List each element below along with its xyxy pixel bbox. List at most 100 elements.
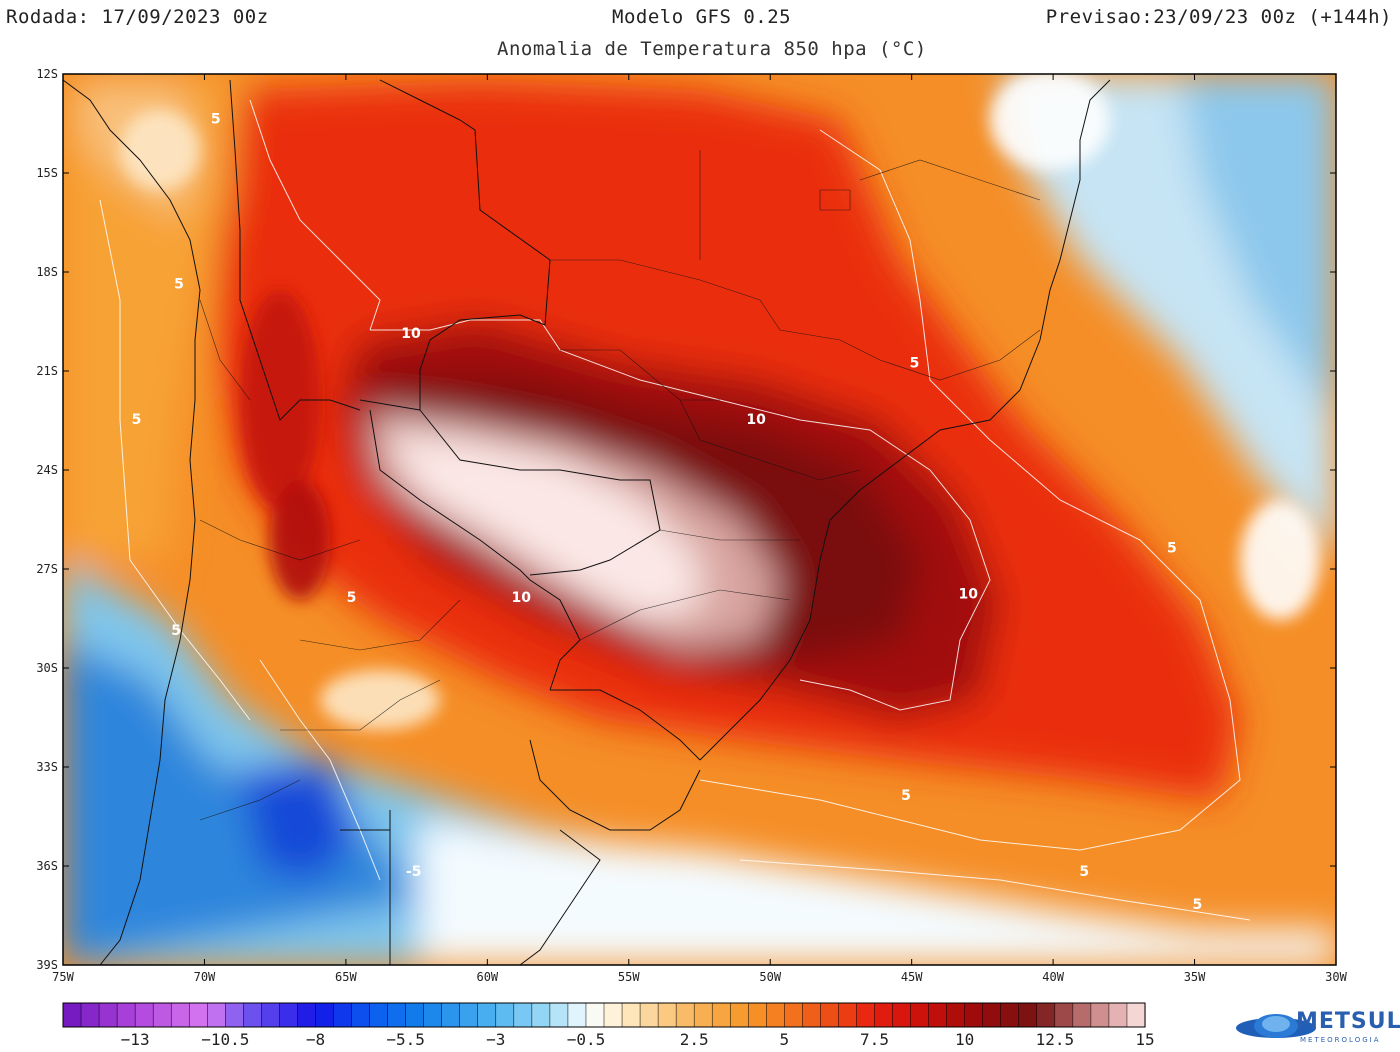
colorbar-swatch [1000,1002,1020,1028]
colorbar-swatch [549,1002,569,1028]
latitude-axis: 12S 15S 18S 21S 24S 27S 30S 33S 36S 39S [36,67,1336,972]
colorbar-tick-label: 5 [780,1030,790,1049]
contour-label: 5 [132,412,142,428]
metsul-logo [1236,1014,1316,1038]
colorbar-swatch [261,1002,280,1028]
colorbar-swatch [207,1002,226,1028]
temperature-field [63,74,1336,965]
lon-label: 65W [335,970,357,984]
colorbar-swatch [1072,1002,1092,1028]
lon-label: 60W [476,970,498,984]
colorbar-swatch [693,1002,713,1028]
lat-label: 27S [36,562,58,576]
colorbar-swatch [315,1002,335,1028]
lon-label: 40W [1042,970,1064,984]
colorbar-swatch [802,1002,821,1028]
lat-label: 12S [36,67,58,81]
lon-label: 45W [901,970,923,984]
contour-labels: 5 5 5 5 5 10 10 10 10 5 5 5 5 5 -5 [132,112,1203,913]
contour-label: 5 [1079,864,1089,880]
colorbar-swatch [62,1002,82,1028]
colorbar-swatch [513,1002,533,1028]
colorbar-swatch [784,1002,803,1028]
colorbar-tick-label: 2.5 [680,1030,709,1049]
lon-label: 30W [1325,970,1347,984]
colorbar-swatch [134,1002,154,1028]
colorbar-swatch [1090,1002,1110,1028]
contour-label: 10 [512,590,532,606]
colorbar-swatch [405,1002,425,1028]
colorbar-swatch [639,1002,659,1028]
contour-label: 5 [1193,897,1203,913]
contour-label: 5 [174,277,184,293]
colorbar-swatch [116,1002,136,1028]
colorbar-swatch [297,1002,317,1028]
contour-label: 10 [959,587,979,603]
colorbar-swatch [585,1002,605,1028]
colorbar-tick-label: −8 [306,1030,325,1049]
colorbar-swatch [603,1002,623,1028]
lon-label: 70W [194,970,216,984]
lon-label: 55W [618,970,640,984]
lat-label: 15S [36,166,58,180]
map-subtitle: Anomalia de Temperatura 850 hpa (°C) [497,38,927,60]
colorbar-swatch [423,1002,443,1028]
lat-label: 30S [36,661,58,675]
colorbar-swatch [1036,1002,1056,1028]
colorbar-swatch [243,1002,262,1028]
contour-label: 5 [1167,541,1177,557]
colorbar-swatch [80,1002,100,1028]
contour-label: 10 [401,326,421,342]
colorbar-swatch [820,1002,839,1028]
colorbar-swatch [387,1002,407,1028]
colorbar-swatch [856,1002,876,1028]
contour-label: 5 [171,623,181,639]
colorbar-swatch [892,1002,912,1028]
colorbar-swatch [170,1002,190,1028]
colorbar-swatch [1018,1002,1038,1028]
colorbar-swatch [279,1002,298,1028]
lat-label: 24S [36,463,58,477]
contour-label: 5 [901,788,911,804]
colorbar-swatch [711,1002,731,1028]
colorbar-swatch [333,1002,353,1028]
colorbar-swatch [567,1002,587,1028]
longitude-axis: 75W 70W 65W 60W 55W 50W 45W 40W 35W 30W [52,74,1348,984]
colorbar-swatch [369,1002,389,1028]
contour-label: 5 [211,112,221,128]
colorbar-swatch [1126,1002,1146,1028]
colorbar-swatch [874,1002,894,1028]
colorbar-tick-label: 7.5 [860,1030,889,1049]
colorbar-swatch [351,1002,371,1028]
colorbar-swatch [766,1002,785,1028]
lat-label: 21S [36,364,58,378]
colorbar-swatch [98,1002,118,1028]
colorbar-swatch [441,1002,461,1028]
model-label: Modelo GFS 0.25 [612,6,792,28]
logo-name: METSUL [1296,1009,1400,1034]
colorbar-swatch [621,1002,641,1028]
forecast-label: Previsao:23/09/23 00z (+144h) [1045,6,1392,28]
colorbar-swatch [152,1002,172,1028]
lat-label: 36S [36,859,58,873]
colorbar-swatch [910,1002,930,1028]
colorbar-swatch [748,1002,767,1028]
colorbar-swatch [729,1002,749,1028]
colorbar-swatch [1108,1002,1128,1028]
colorbar-swatch [1054,1002,1074,1028]
colorbar-tick-label: 12.5 [1036,1030,1075,1049]
colorbar-swatch [657,1002,677,1028]
colorbar-swatch [928,1002,948,1028]
colorbar-swatch [946,1002,966,1028]
colorbar-swatch [495,1002,515,1028]
colorbar-tick-label: −0.5 [567,1030,606,1049]
colorbar-swatch [838,1002,858,1028]
colorbar: −13 −10.5 −8 −5.5 −3 −0.5 2.5 5 7.5 10 12.5 15 [62,1002,1155,1049]
logo-subtitle: METEOROLOGIA [1300,1036,1381,1044]
colorbar-frame [62,1002,1146,1028]
colorbar-tick-label: 15 [1135,1030,1154,1049]
map-frame [62,73,1337,966]
lon-label: 50W [759,970,781,984]
colorbar-tick-label: −5.5 [386,1030,425,1049]
